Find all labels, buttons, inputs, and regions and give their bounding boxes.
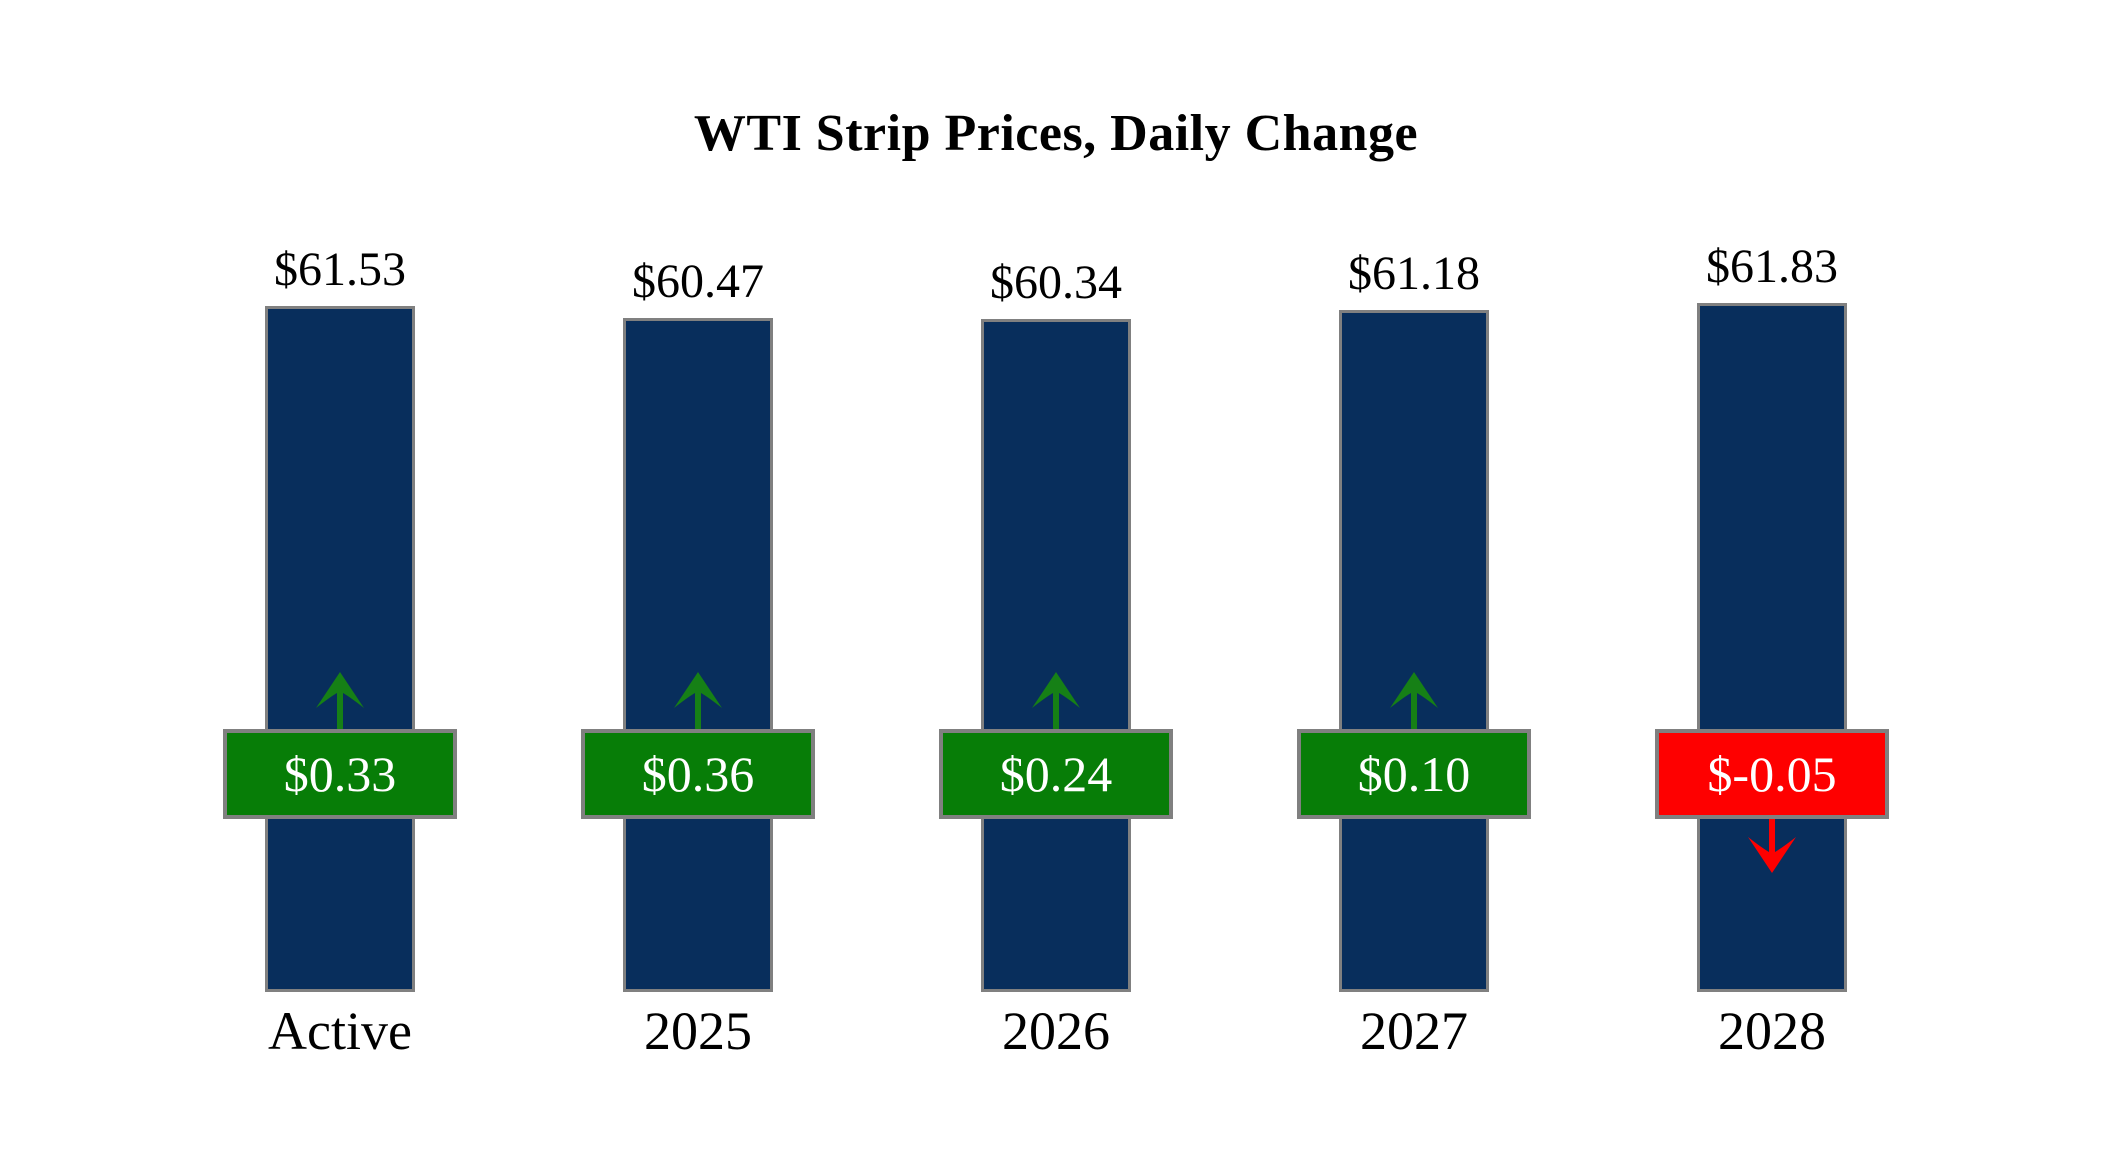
price-bar xyxy=(1339,310,1489,992)
up-arrow-icon xyxy=(316,672,364,730)
bar-group-2028: $61.83 $-0.05 2028 xyxy=(1622,0,1922,1152)
up-arrow-icon xyxy=(1390,672,1438,730)
category-label: 2026 xyxy=(1002,1001,1110,1061)
price-label: $60.34 xyxy=(990,256,1122,309)
daily-change-badge: $0.24 xyxy=(939,729,1173,819)
price-label: $61.18 xyxy=(1348,247,1480,300)
bar-group-2027: $61.18 $0.10 2027 xyxy=(1264,0,1564,1152)
up-arrow-icon xyxy=(674,672,722,730)
price-bar xyxy=(1697,303,1847,992)
price-label: $61.53 xyxy=(274,243,406,296)
bar-group-2026: $60.34 $0.24 2026 xyxy=(906,0,1206,1152)
daily-change-badge: $0.10 xyxy=(1297,729,1531,819)
up-arrow-icon xyxy=(1032,672,1080,730)
category-label: 2027 xyxy=(1360,1001,1468,1061)
price-label: $61.83 xyxy=(1706,240,1838,293)
category-label: 2025 xyxy=(644,1001,752,1061)
bar-group-active: $61.53 $0.33 Active xyxy=(190,0,490,1152)
category-label: Active xyxy=(268,1001,412,1061)
category-label: 2028 xyxy=(1718,1001,1826,1061)
down-arrow-icon xyxy=(1748,815,1796,873)
price-bar xyxy=(981,319,1131,992)
daily-change-badge: $0.33 xyxy=(223,729,457,819)
daily-change-badge: $-0.05 xyxy=(1655,729,1889,819)
price-label: $60.47 xyxy=(632,255,764,308)
price-bar xyxy=(265,306,415,992)
price-bar xyxy=(623,318,773,992)
daily-change-badge: $0.36 xyxy=(581,729,815,819)
bar-group-2025: $60.47 $0.36 2025 xyxy=(548,0,848,1152)
chart-title: WTI Strip Prices, Daily Change xyxy=(693,105,1419,162)
